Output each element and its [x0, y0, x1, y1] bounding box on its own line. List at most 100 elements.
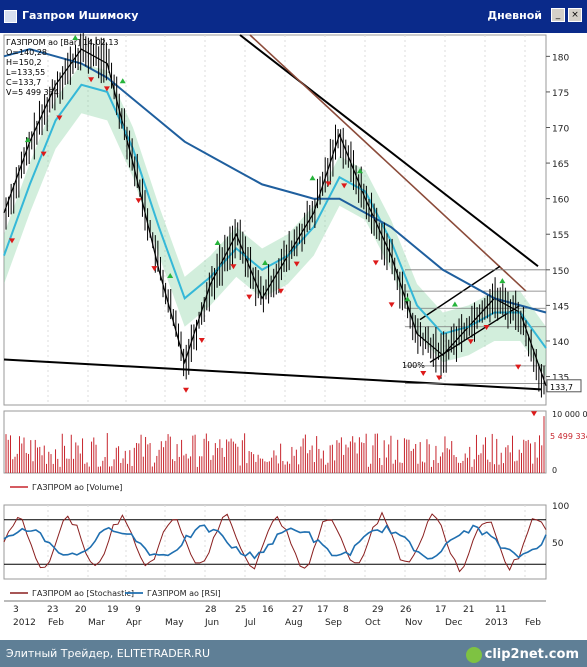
volume-last-label: 5 499 334 — [550, 432, 587, 441]
close-button[interactable]: × — [568, 8, 582, 22]
volume-legend-label: ГАЗПРОМ ао [Volume] — [32, 483, 122, 492]
sell-signal — [388, 302, 395, 308]
sell-signal — [483, 325, 490, 331]
month-tick-label: Feb — [525, 618, 541, 628]
oscillator-tick-label: 100 — [552, 502, 569, 512]
oscillator-panel — [3, 504, 547, 580]
buy-signal — [214, 239, 221, 245]
day-tick-label: 26 — [400, 605, 412, 615]
clip2net-logo: clip2net.com — [465, 644, 579, 664]
last-price-box — [546, 379, 582, 393]
last-price-label: 133,7 — [550, 383, 573, 392]
sell-signal — [246, 294, 253, 300]
sell-signal — [135, 198, 142, 204]
buy-signal — [499, 278, 506, 284]
sell-signal — [420, 370, 427, 376]
sell-signal — [40, 151, 47, 157]
month-tick-label: Mar — [88, 618, 105, 628]
sell-signal — [531, 411, 537, 417]
price-tick-label: 160 — [552, 196, 569, 206]
sell-signal — [293, 261, 300, 267]
ichimoku-cloud — [4, 63, 546, 377]
sell-signal — [436, 375, 443, 381]
resistance-trendline-2 — [249, 34, 527, 292]
month-tick-label: Dec — [445, 618, 462, 628]
buy-signal — [119, 78, 126, 84]
close-line — [3, 48, 547, 386]
fib-label: 100% — [402, 361, 425, 370]
period-label[interactable]: Дневной — [487, 9, 542, 22]
day-tick-label: 9 — [135, 605, 141, 615]
month-tick-label: Sep — [325, 618, 342, 628]
buy-signal — [24, 137, 31, 143]
sell-signal — [183, 387, 189, 393]
day-tick-label: 23 — [47, 605, 58, 615]
chart-window-icon[interactable] — [4, 10, 17, 23]
chart-svg[interactable]: 135140145150155160165170175180100%ГАЗПРО… — [0, 33, 587, 640]
price-tick-label: 140 — [552, 338, 569, 348]
day-tick-label: 19 — [107, 605, 119, 615]
footer-credit: Элитный Трейдер, ELITETRADER.RU — [6, 647, 211, 660]
ma-slow-line — [3, 48, 547, 314]
rsi-legend-label: ГАЗПРОМ ао [RSI] — [147, 589, 221, 598]
day-tick-label: 27 — [292, 605, 303, 615]
price-tick-label: 170 — [552, 125, 569, 135]
month-tick-label: Aug — [285, 618, 303, 628]
volume-tick-label: 0 — [552, 466, 557, 475]
chart-area[interactable]: 135 140 145 150 155 160 165 170 175 180 100% ГАЗПРО… — [0, 33, 587, 663]
price-tick-label: 135 — [552, 374, 569, 384]
sell-signal — [372, 260, 379, 266]
price-tick-label: 165 — [552, 160, 569, 170]
sell-signal — [151, 266, 158, 272]
volume-panel — [3, 410, 547, 474]
buy-signal — [262, 260, 269, 266]
sell-signal — [515, 364, 522, 370]
month-tick-label: 2013 — [485, 618, 508, 628]
window-title: Газпром Ишимоку — [22, 9, 139, 22]
stochastic-line — [3, 511, 547, 573]
stochastic-legend-label: ГАЗПРОМ ао [Stochastic] — [32, 589, 134, 598]
minimize-button[interactable]: _ — [551, 8, 565, 22]
day-tick-label: 3 — [13, 605, 19, 615]
logo-icon — [465, 646, 482, 663]
ohlc-legend-line: C=133,7 — [6, 78, 41, 87]
ohlc-legend-line: V=5 499 334 — [6, 88, 59, 97]
buy-signal — [167, 272, 174, 278]
sell-signal — [341, 183, 348, 189]
month-tick-label: Oct — [365, 618, 381, 628]
day-tick-label: 21 — [463, 605, 474, 615]
buy-signal — [404, 296, 411, 302]
resistance-trendline — [239, 34, 539, 268]
price-tick-label: 175 — [552, 89, 569, 99]
day-tick-label: 29 — [372, 605, 384, 615]
day-tick-label: 8 — [343, 605, 349, 615]
buy-signal — [357, 168, 363, 174]
sell-signal — [56, 115, 63, 121]
month-tick-label: Feb — [48, 618, 64, 628]
day-tick-label: 11 — [495, 605, 506, 615]
day-tick-label: 16 — [262, 605, 274, 615]
month-tick-label: May — [165, 618, 184, 628]
title-bar: Газпром Ишимоку Дневной _ × — [0, 0, 587, 33]
sell-signal — [277, 288, 284, 294]
day-tick-label: 20 — [75, 605, 87, 615]
month-tick-label: 2012 — [13, 618, 36, 628]
price-panel — [3, 34, 547, 406]
price-tick-label: 150 — [552, 267, 569, 277]
price-tick-label: 145 — [552, 302, 569, 312]
buy-signal — [309, 175, 316, 181]
day-tick-label: 28 — [205, 605, 217, 615]
ohlc-legend-line: H=150,2 — [6, 58, 42, 67]
footer: Элитный Трейдер, ELITETRADER.RU clip2net… — [0, 640, 587, 667]
price-tick-label: 155 — [552, 231, 569, 241]
buy-signal — [451, 301, 458, 307]
day-tick-label: 17 — [317, 605, 328, 615]
sell-signal — [325, 181, 332, 187]
rsi-line — [3, 524, 547, 560]
month-tick-label: Jul — [244, 618, 256, 628]
sell-signal — [467, 339, 474, 345]
day-tick-label: 17 — [435, 605, 446, 615]
sell-signal — [198, 337, 205, 343]
ohlc-legend-line: ГАЗПРОМ ао [Bar] 14.02.13 — [6, 38, 119, 47]
month-tick-label: Nov — [405, 618, 423, 628]
